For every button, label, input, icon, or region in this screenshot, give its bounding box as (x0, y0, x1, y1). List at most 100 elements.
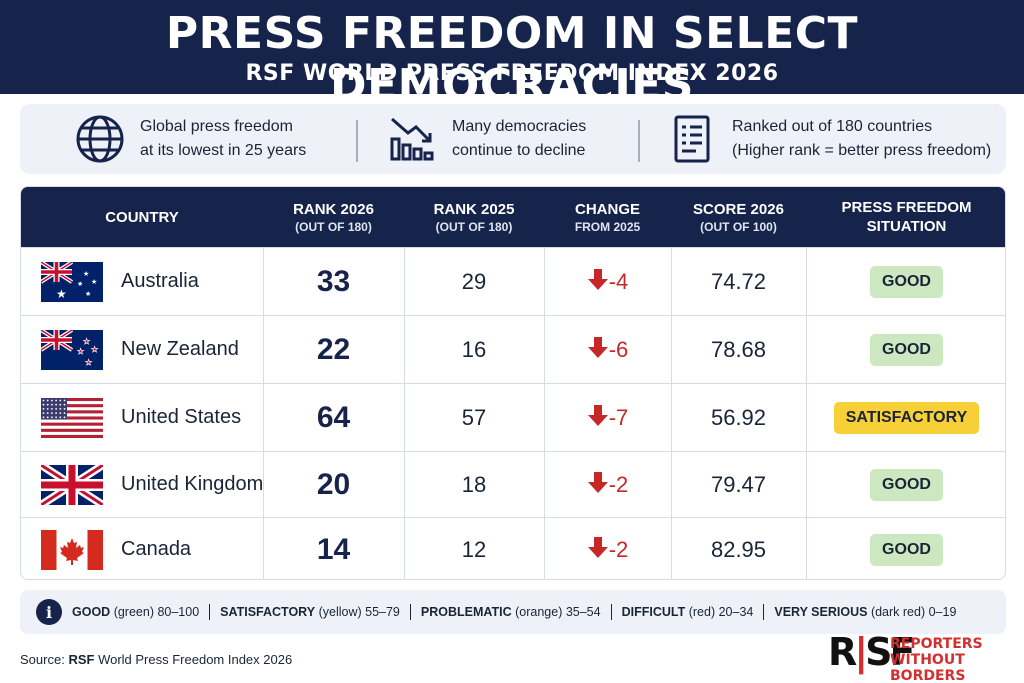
australia-flag: ★ ★ ★ ★ ★ (39, 260, 103, 302)
united-states-flag (41, 398, 103, 438)
score-2026-cell: 56.92 (671, 384, 806, 451)
table-row: United Kingdom 20 18 -2 79.47 GOOD (21, 451, 1005, 517)
country-name: United States (121, 406, 242, 428)
rank-2026-cell: 64 (263, 384, 404, 451)
table-row: ★ ★ ★ ★ New Zealand 22 16 -6 78.68 GOOD (21, 315, 1005, 383)
situation-badge-cell: GOOD (806, 248, 1005, 315)
situation-badge-cell: SATISFACTORY (806, 384, 1005, 451)
score-2026: 74.72 (710, 268, 767, 294)
rank-change: -4 (608, 268, 629, 294)
legend-bar: i GOOD (green) 80–100 SATISFACTORY (yell… (20, 590, 1006, 634)
rank-change: -7 (608, 404, 629, 430)
divider (638, 120, 640, 162)
rank-change: -2 (608, 536, 629, 562)
globe-icon (72, 111, 128, 167)
score-2026: 56.92 (710, 404, 767, 430)
country-name: Australia (121, 270, 199, 292)
column-divider (671, 247, 672, 579)
rank-change: -2 (608, 471, 629, 497)
svg-text:★: ★ (83, 337, 90, 346)
info-line: Global press freedom (140, 118, 293, 135)
source-note: Source: RSF World Press Freedom Index 20… (20, 652, 293, 667)
rank-2025: 16 (461, 336, 487, 362)
info-bar: Global press freedom at its lowest in 25… (20, 104, 1006, 174)
rank-change-cell: -2 (544, 518, 671, 579)
country-name: United Kingdom (121, 473, 264, 495)
info-line: at its lowest in 25 years (140, 142, 307, 159)
svg-text:★: ★ (77, 280, 83, 288)
down-arrow-icon (587, 267, 609, 296)
situation-badge-cell: GOOD (806, 518, 1005, 579)
rank-2025-cell: 16 (404, 316, 544, 383)
score-2026-cell: 82.95 (671, 518, 806, 579)
column-header-score: SCORE 2026 (OUT OF 100) (693, 200, 784, 234)
table-row: United States 64 57 -7 56.92 SATISFACTORY (21, 383, 1005, 451)
legend-separator (409, 604, 411, 620)
new-zealand-flag: ★ ★ ★ ★ (39, 328, 103, 370)
country-name: New Zealand (121, 338, 239, 360)
column-divider (263, 247, 264, 579)
rank-2026-cell: 33 (263, 248, 404, 315)
rsf-logo: R|SF REPORTERS WITHOUT BORDERS (828, 628, 1014, 683)
rank-2026: 22 (316, 332, 351, 366)
legend-separator (209, 604, 211, 620)
info-item-global: Global press freedom at its lowest in 25… (72, 104, 306, 174)
situation-badge: GOOD (870, 533, 943, 566)
svg-text:★: ★ (77, 347, 84, 356)
info-item-ranking: Ranked out of 180 countries (Higher rank… (664, 104, 991, 174)
rank-2025-cell: 12 (404, 518, 544, 579)
canada-flag (41, 530, 103, 570)
rank-2025: 12 (461, 536, 487, 562)
rank-change-cell: -6 (544, 316, 671, 383)
situation-badge-cell: GOOD (806, 452, 1005, 517)
down-arrow-icon (587, 470, 609, 499)
info-line: Ranked out of 180 countries (732, 118, 933, 135)
table-header: COUNTRY RANK 2026 (OUT OF 180) RANK 2025(… (21, 187, 1005, 247)
rank-2025: 18 (461, 471, 487, 497)
score-2026: 79.47 (710, 471, 767, 497)
score-2026-cell: 78.68 (671, 316, 806, 383)
table-row: Canada 14 12 -2 82.95 GOOD (21, 517, 1005, 579)
score-2026: 82.95 (710, 536, 767, 562)
rank-2026-cell: 14 (263, 518, 404, 579)
info-icon: i (36, 599, 62, 625)
document-icon (664, 111, 720, 167)
table-row: ★ ★ ★ ★ ★ Australia 33 29 -4 74.72 GOOD (21, 247, 1005, 315)
svg-text:★: ★ (85, 290, 91, 298)
svg-text:★: ★ (83, 270, 89, 278)
column-divider (404, 247, 405, 579)
situation-badge-cell: GOOD (806, 316, 1005, 383)
rank-2025: 57 (461, 404, 487, 430)
column-header-country: COUNTRY (105, 208, 179, 226)
column-divider (806, 247, 807, 579)
rank-2025-cell: 57 (404, 384, 544, 451)
rank-change: -6 (608, 336, 629, 362)
rank-2025-cell: 18 (404, 452, 544, 517)
united-kingdom-flag (38, 461, 106, 509)
country-name: Canada (121, 538, 192, 560)
divider (356, 120, 358, 162)
header-banner: PRESS FREEDOM IN SELECT DEMOCRACIES RSF … (0, 0, 1024, 111)
column-header-change: CHANGE FROM 2025 (574, 200, 641, 234)
situation-badge: GOOD (870, 468, 943, 501)
info-item-decline: Many democracies continue to decline (384, 104, 586, 174)
situation-badge: SATISFACTORY (833, 401, 980, 434)
rank-2026: 64 (316, 400, 351, 434)
logo-text: WITHOUT BORDERS (890, 652, 966, 683)
legend-item-very-serious: VERY SERIOUS (dark red) 0–19 (774, 605, 957, 619)
column-header-rank-2025: RANK 2025 (OUT OF 180) (433, 200, 515, 234)
down-arrow-icon (587, 335, 609, 364)
info-line: Many democracies (452, 118, 587, 135)
rank-2026-cell: 20 (263, 452, 404, 517)
rank-2026-cell: 22 (263, 316, 404, 383)
legend-item-satisfactory: SATISFACTORY (yellow) 55–79 (220, 605, 400, 619)
rank-2025: 29 (461, 268, 487, 294)
legend-separator (610, 604, 612, 620)
info-line: (Higher rank = better press freedom) (732, 142, 992, 159)
column-divider (544, 247, 545, 579)
svg-text:★: ★ (91, 345, 98, 354)
rank-change-cell: -7 (544, 384, 671, 451)
page-subtitle: RSF WORLD PRESS FREEDOM INDEX 2026 (245, 61, 779, 86)
legend-item-difficult: DIFFICULT (red) 20–34 (621, 605, 754, 619)
situation-badge: GOOD (870, 333, 943, 366)
